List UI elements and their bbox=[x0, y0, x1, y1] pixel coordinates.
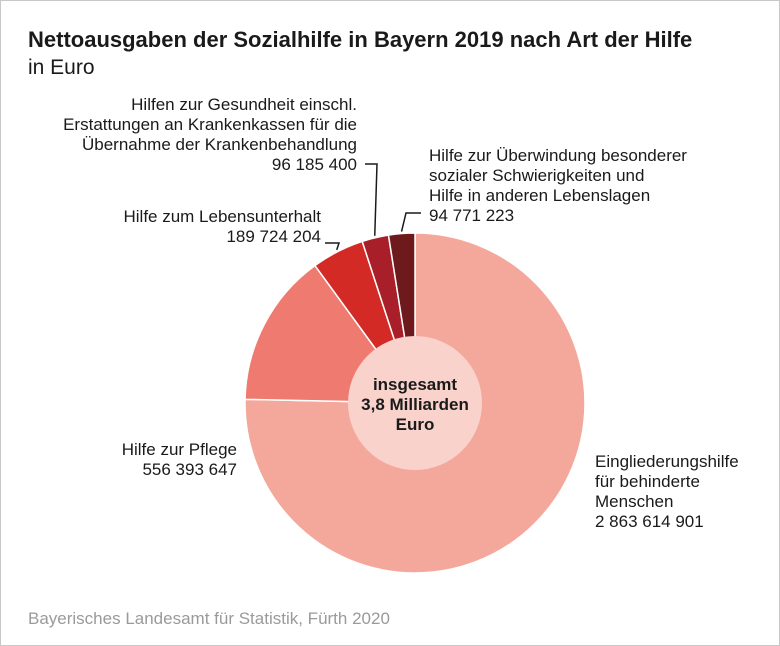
leader-lines bbox=[325, 163, 421, 251]
center-label-text: insgesamt 3,8 Milliarden Euro bbox=[361, 375, 469, 434]
leader-line-2 bbox=[325, 242, 341, 251]
center-disc bbox=[348, 336, 482, 470]
slice-label-0: Eingliederungshilfe für behinderte Mensche… bbox=[595, 452, 739, 531]
leader-line-3 bbox=[365, 163, 378, 236]
slice-label-4: Hilfe zur Überwindung besonderer sozialer… bbox=[429, 146, 687, 225]
slice-label-3: Hilfen zur Gesundheit einschl. Erstattung… bbox=[63, 95, 357, 174]
chart-title: Nettoausgaben der Sozialhilfe in Bayern … bbox=[28, 27, 693, 52]
leader-line-4 bbox=[400, 212, 421, 232]
center-label: insgesamt 3,8 Milliarden Euro bbox=[361, 375, 469, 434]
source-note: Bayerisches Landesamt für Statistik, Für… bbox=[28, 609, 390, 628]
chart-subtitle: in Euro bbox=[28, 56, 95, 79]
slice-label-1: Hilfe zur Pflege 556 393 647 bbox=[122, 440, 237, 479]
slice-label-2: Hilfe zum Lebensunterhalt 189 724 204 bbox=[123, 207, 321, 246]
slice-labels: Eingliederungshilfe für behinderte Mensche… bbox=[63, 95, 739, 531]
